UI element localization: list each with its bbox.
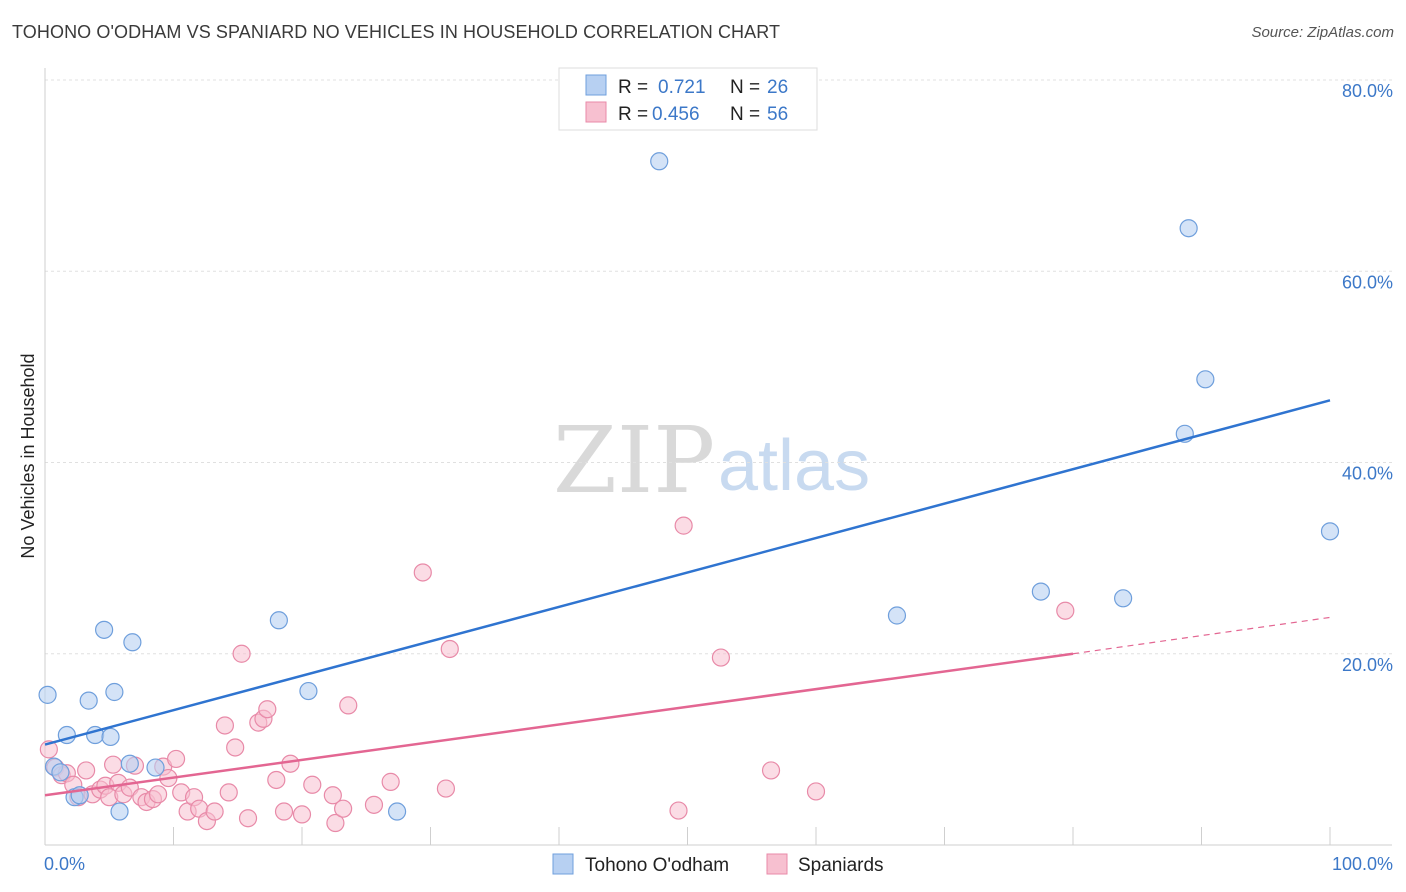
tohono-point-16 <box>299 681 318 701</box>
spaniards-point-37 <box>267 770 286 790</box>
tohono-points <box>38 152 1340 821</box>
legend-n-label-2: N = <box>730 104 760 125</box>
x-tick-label-0: 0.0% <box>44 854 85 874</box>
tohono-point-6 <box>79 691 98 710</box>
trend-lines <box>44 399 1331 797</box>
spaniards-point-51 <box>669 801 688 820</box>
tohono-point-8 <box>95 620 114 639</box>
legend-n-label-1: N = <box>730 77 760 98</box>
spaniards-point-39 <box>281 754 300 773</box>
spaniards-trend-line <box>44 652 1074 797</box>
spaniards-point-31 <box>226 738 245 757</box>
x-tick-labels: 0.0% 100.0% <box>44 854 1393 874</box>
y-tick-label-3: 80.0% <box>1342 81 1393 101</box>
spaniards-point-42 <box>323 786 342 805</box>
tohono-point-24 <box>1196 370 1215 389</box>
tohono-point-2 <box>51 763 70 782</box>
tohono-point-20 <box>1031 582 1050 601</box>
tohono-point-13 <box>123 633 142 652</box>
tohono-point-15 <box>269 611 288 630</box>
legend-r-value-2: 0.456 <box>652 104 700 125</box>
spaniards-point-33 <box>238 809 258 828</box>
spaniards-trend-extension <box>1072 616 1331 655</box>
y-tick-label-1: 40.0% <box>1342 464 1393 484</box>
spaniards-point-55 <box>806 782 826 801</box>
spaniards-point-43 <box>326 813 345 833</box>
spaniards-point-22 <box>166 749 186 769</box>
tohono-trend-line <box>44 399 1331 746</box>
spaniards-point-44 <box>334 799 353 818</box>
legend-n-value-1: 26 <box>767 77 788 98</box>
spaniards-point-30 <box>219 783 238 802</box>
spaniards-point-53 <box>711 648 731 667</box>
spaniards-point-50 <box>440 639 459 659</box>
legend-n-value-2: 56 <box>767 104 788 125</box>
series-swatch-spaniards <box>766 853 788 875</box>
series-swatch-tohono <box>552 853 574 875</box>
spaniards-point-46 <box>364 795 384 814</box>
spaniards-point-38 <box>274 802 294 821</box>
spaniards-point-0 <box>39 740 58 759</box>
tohono-point-17 <box>387 802 407 821</box>
chart-title: TOHONO O'ODHAM VS SPANIARD NO VEHICLES I… <box>12 22 781 42</box>
spaniards-point-40 <box>292 805 312 824</box>
spaniards-point-32 <box>232 644 251 663</box>
y-axis-label: No Vehicles in Household <box>18 353 38 558</box>
spaniards-point-29 <box>215 716 234 735</box>
legend-swatch-pink <box>585 101 607 123</box>
spaniards-point-6 <box>77 761 96 780</box>
spaniards-point-48 <box>413 563 432 582</box>
spaniards-point-47 <box>381 772 400 791</box>
tohono-point-23 <box>1179 219 1198 238</box>
tohono-point-19 <box>887 606 907 625</box>
legend-swatch-blue <box>585 74 607 96</box>
tohono-point-14 <box>146 758 165 777</box>
tohono-point-10 <box>105 682 124 702</box>
grid-lines <box>45 79 1392 655</box>
tohono-point-25 <box>1320 522 1340 541</box>
y-tick-label-0: 20.0% <box>1342 655 1393 675</box>
y-tick-label-2: 60.0% <box>1342 272 1393 292</box>
spaniards-point-56 <box>1056 601 1075 620</box>
spaniards-point-49 <box>436 779 456 798</box>
watermark-atlas: atlas <box>718 426 870 506</box>
tohono-point-9 <box>101 727 120 747</box>
tohono-point-21 <box>1114 589 1133 608</box>
tohono-point-12 <box>120 754 139 773</box>
spaniards-point-54 <box>761 761 781 780</box>
correlation-legend: R = 0.721 N = 26 R = 0.456 N = 56 <box>558 67 818 131</box>
x-tick-label-1: 100.0% <box>1332 854 1393 874</box>
tohono-point-18 <box>650 152 669 171</box>
watermark-zip: ZIP <box>553 407 715 514</box>
spaniards-point-45 <box>339 696 358 715</box>
spaniards-point-41 <box>303 775 322 794</box>
source-label: Source: ZipAtlas.com <box>1251 24 1394 41</box>
series-label-spaniards: Spaniards <box>798 855 884 876</box>
spaniards-point-19 <box>148 785 168 804</box>
y-tick-labels: 20.0% 40.0% 60.0% 80.0% <box>1342 81 1393 675</box>
spaniards-point-52 <box>674 516 693 535</box>
legend-r-value-1: 0.721 <box>658 77 706 98</box>
tohono-point-11 <box>110 802 129 821</box>
legend-r-label-2: R = <box>618 104 648 125</box>
axes <box>44 68 1392 846</box>
spaniards-point-36 <box>258 700 277 719</box>
spaniards-point-11 <box>104 755 123 774</box>
tohono-point-0 <box>38 685 57 704</box>
legend-r-label-1: R = <box>618 77 648 98</box>
spaniards-point-28 <box>205 802 224 821</box>
series-label-tohono: Tohono O'odham <box>585 855 729 876</box>
series-legend: Tohono O'odham Spaniards <box>552 853 884 876</box>
